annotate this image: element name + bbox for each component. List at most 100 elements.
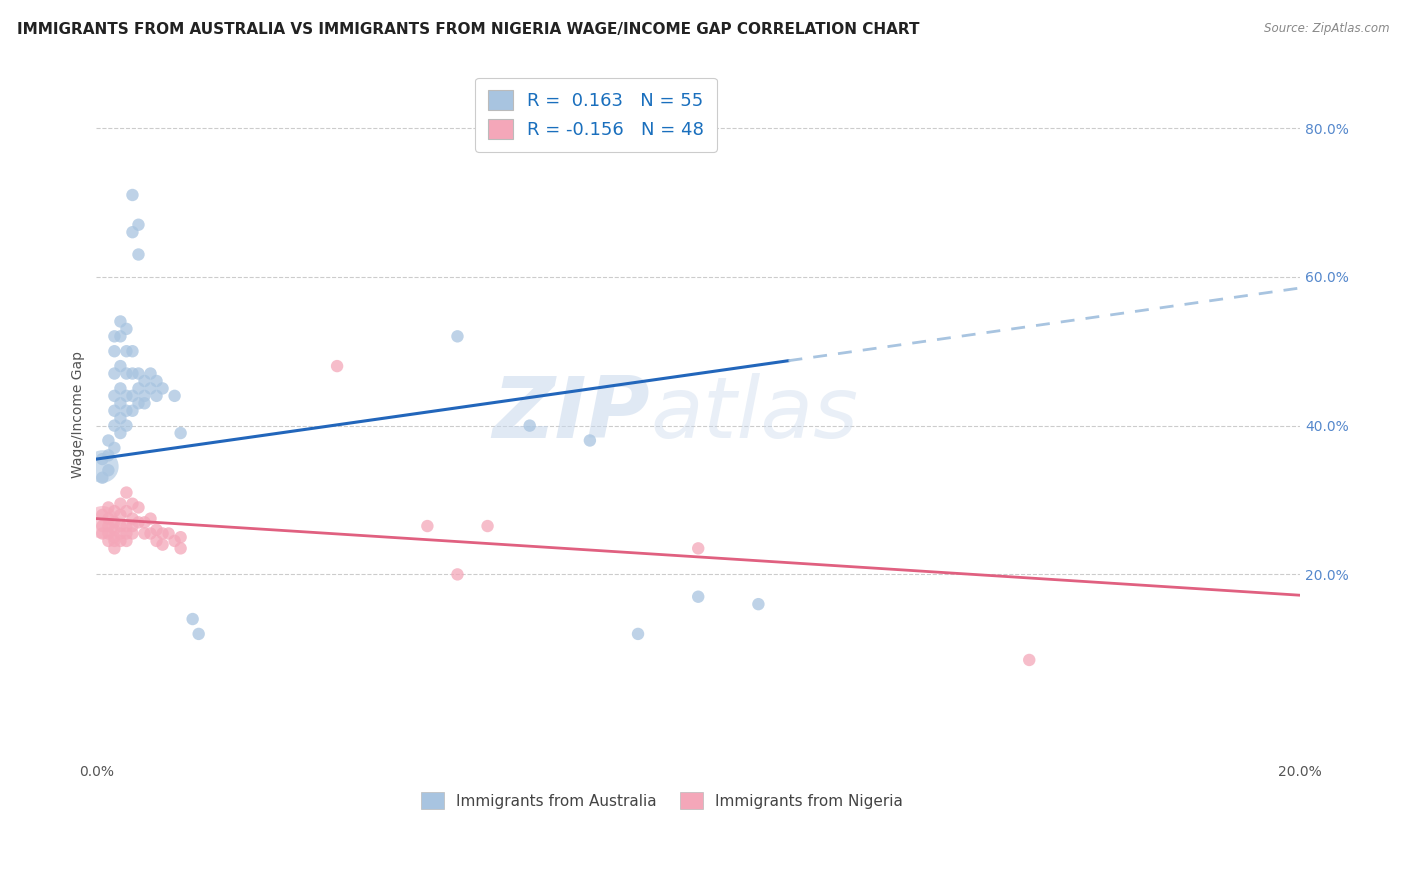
Point	[97, 434, 120, 448]
Point	[97, 511, 120, 525]
Point	[127, 367, 149, 381]
Point	[152, 526, 174, 541]
Point	[115, 526, 138, 541]
Point	[103, 389, 125, 403]
Point	[747, 597, 769, 611]
Point	[1018, 653, 1040, 667]
Point	[121, 225, 143, 239]
Point	[134, 526, 156, 541]
Point	[110, 396, 132, 410]
Point	[477, 519, 499, 533]
Point	[103, 533, 125, 548]
Point	[121, 497, 143, 511]
Point	[139, 381, 162, 395]
Point	[103, 523, 125, 537]
Point	[103, 344, 125, 359]
Point	[115, 389, 138, 403]
Point	[127, 247, 149, 261]
Point	[103, 403, 125, 417]
Point	[134, 516, 156, 530]
Point	[152, 381, 174, 395]
Point	[688, 541, 710, 556]
Point	[110, 519, 132, 533]
Point	[91, 459, 114, 474]
Point	[446, 329, 468, 343]
Text: IMMIGRANTS FROM AUSTRALIA VS IMMIGRANTS FROM NIGERIA WAGE/INCOME GAP CORRELATION: IMMIGRANTS FROM AUSTRALIA VS IMMIGRANTS …	[17, 22, 920, 37]
Point	[121, 389, 143, 403]
Point	[134, 389, 156, 403]
Point	[110, 411, 132, 425]
Point	[97, 463, 120, 477]
Point	[134, 396, 156, 410]
Point	[145, 523, 167, 537]
Point	[91, 519, 114, 533]
Point	[152, 538, 174, 552]
Point	[145, 374, 167, 388]
Point	[145, 533, 167, 548]
Point	[187, 627, 209, 641]
Point	[121, 367, 143, 381]
Point	[110, 425, 132, 440]
Point	[121, 344, 143, 359]
Point	[326, 359, 349, 373]
Point	[121, 519, 143, 533]
Point	[110, 359, 132, 373]
Point	[103, 367, 125, 381]
Point	[91, 452, 114, 467]
Point	[97, 526, 120, 541]
Point	[157, 526, 180, 541]
Point	[145, 389, 167, 403]
Point	[139, 367, 162, 381]
Point	[103, 329, 125, 343]
Point	[446, 567, 468, 582]
Text: atlas: atlas	[650, 373, 858, 456]
Point	[169, 425, 191, 440]
Point	[627, 627, 650, 641]
Point	[121, 188, 143, 202]
Point	[103, 441, 125, 455]
Point	[103, 418, 125, 433]
Point	[163, 389, 186, 403]
Point	[110, 381, 132, 395]
Point	[115, 367, 138, 381]
Point	[115, 485, 138, 500]
Point	[97, 533, 120, 548]
Point	[115, 519, 138, 533]
Point	[127, 516, 149, 530]
Point	[97, 519, 120, 533]
Point	[110, 508, 132, 522]
Point	[139, 526, 162, 541]
Point	[103, 504, 125, 518]
Point	[103, 516, 125, 530]
Point	[91, 508, 114, 522]
Point	[110, 526, 132, 541]
Point	[91, 516, 114, 530]
Point	[110, 314, 132, 328]
Point	[115, 533, 138, 548]
Point	[121, 511, 143, 525]
Point	[103, 541, 125, 556]
Point	[139, 511, 162, 525]
Point	[127, 500, 149, 515]
Point	[416, 519, 439, 533]
Point	[163, 533, 186, 548]
Point	[519, 418, 541, 433]
Point	[97, 500, 120, 515]
Text: ZIP: ZIP	[492, 373, 650, 456]
Point	[115, 418, 138, 433]
Legend: Immigrants from Australia, Immigrants from Nigeria: Immigrants from Australia, Immigrants fr…	[415, 786, 910, 815]
Point	[110, 533, 132, 548]
Point	[127, 396, 149, 410]
Point	[121, 403, 143, 417]
Point	[91, 526, 114, 541]
Point	[127, 218, 149, 232]
Point	[121, 526, 143, 541]
Text: Source: ZipAtlas.com: Source: ZipAtlas.com	[1264, 22, 1389, 36]
Point	[688, 590, 710, 604]
Point	[91, 471, 114, 485]
Point	[103, 530, 125, 544]
Point	[169, 541, 191, 556]
Point	[97, 449, 120, 463]
Point	[127, 381, 149, 395]
Point	[110, 497, 132, 511]
